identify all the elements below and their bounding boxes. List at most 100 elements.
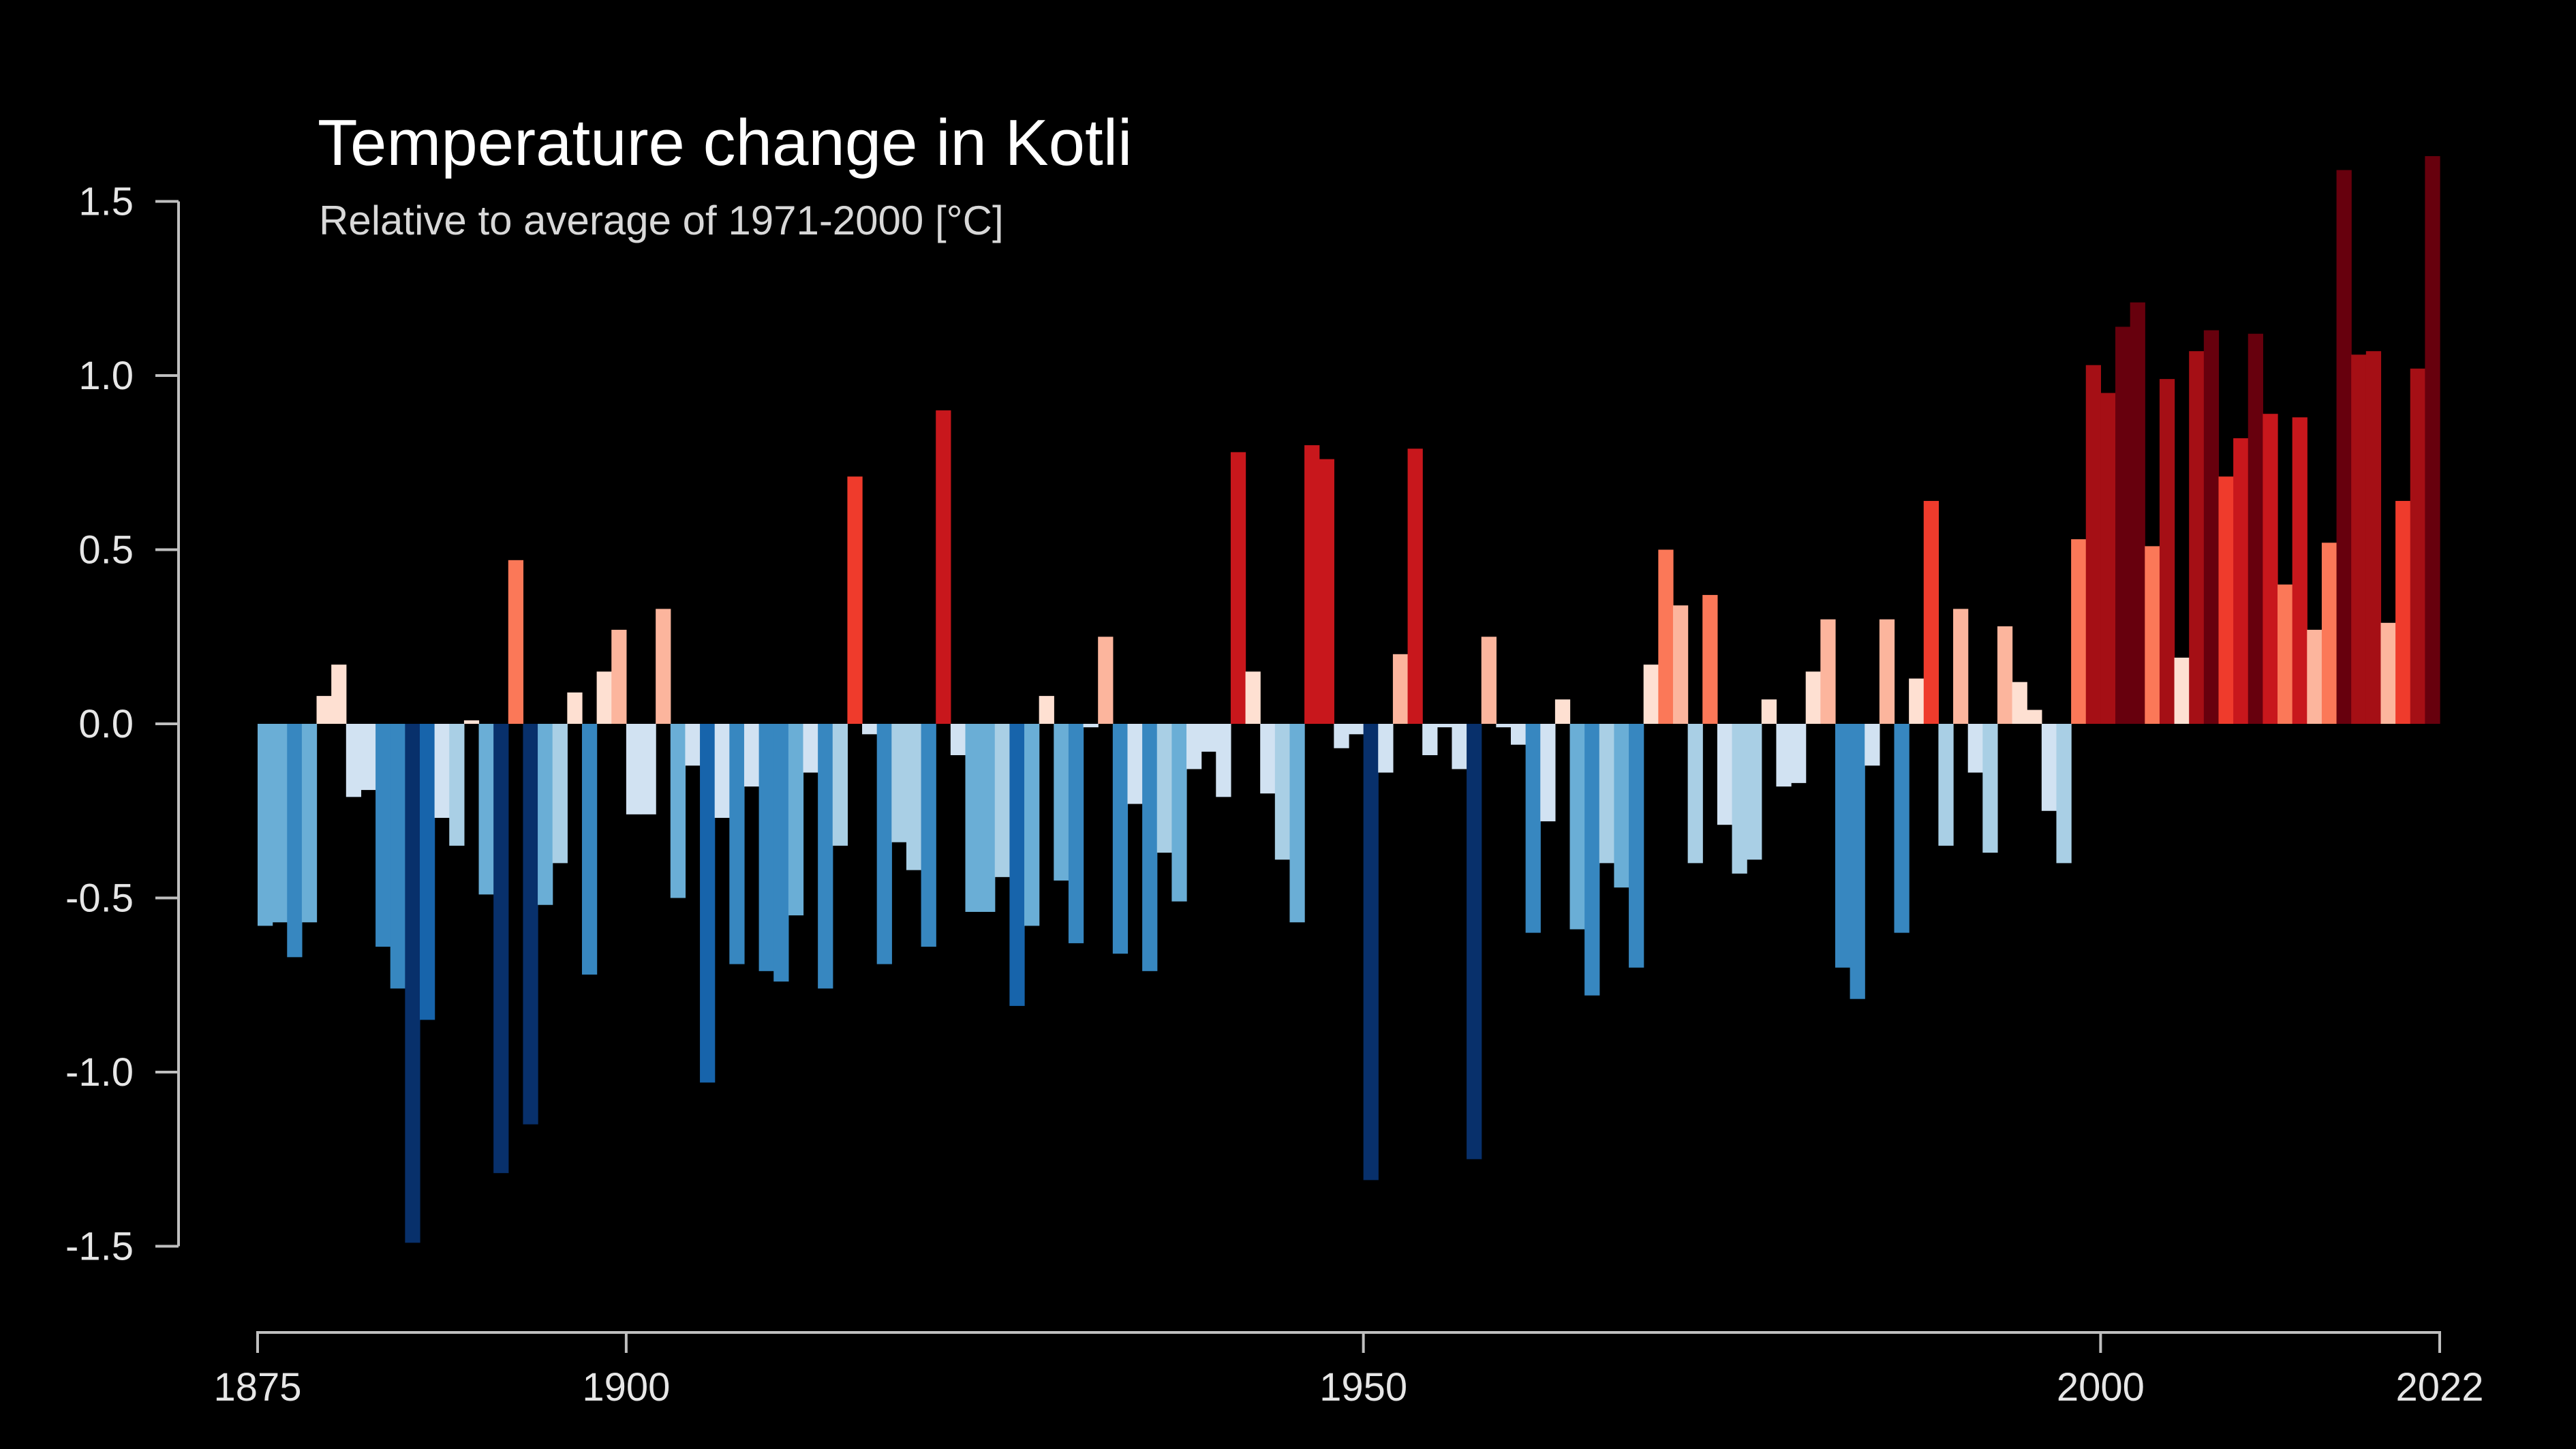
bar-1915 — [847, 476, 863, 724]
bar-1984 — [1865, 724, 1880, 766]
bar-2005 — [2174, 657, 2190, 724]
bar-1926 — [1009, 724, 1025, 1006]
bar-1890 — [478, 724, 494, 895]
bar-2020 — [2395, 500, 2411, 724]
bar-2015 — [2321, 543, 2337, 724]
bar-1982 — [1835, 724, 1851, 968]
bar-1999 — [2085, 365, 2101, 724]
bar-1893 — [523, 724, 538, 1125]
bar-2006 — [2189, 351, 2205, 724]
bar-1921 — [936, 410, 951, 724]
bar-1940 — [1216, 724, 1231, 797]
bar-2010 — [2248, 333, 2263, 724]
bar-1948 — [1334, 724, 1349, 748]
x-tick-label: 1875 — [213, 1365, 301, 1409]
bar-2000 — [2100, 393, 2116, 724]
bar-1886 — [419, 724, 435, 1020]
bar-1994 — [2012, 682, 2027, 724]
bar-2012 — [2278, 584, 2293, 724]
bar-1970 — [1658, 549, 1674, 724]
y-tick-label: -1.0 — [65, 1050, 134, 1095]
bar-1888 — [449, 724, 465, 846]
bar-1954 — [1422, 724, 1438, 755]
bar-1916 — [862, 724, 878, 735]
bar-2019 — [2380, 622, 2396, 724]
chart-title: Temperature change in Kotli — [318, 106, 1132, 179]
bar-1964 — [1569, 724, 1585, 930]
bar-1990 — [1953, 609, 1969, 724]
bar-2018 — [2365, 351, 2382, 724]
bar-1883 — [375, 724, 391, 947]
bar-2004 — [2159, 379, 2175, 724]
bar-1892 — [508, 560, 524, 724]
bar-1946 — [1304, 445, 1320, 724]
bar-1902 — [656, 609, 671, 724]
bar-1909 — [758, 724, 774, 971]
x-tick-label: 1950 — [1319, 1365, 1407, 1409]
bar-1959 — [1496, 724, 1512, 728]
bar-1973 — [1702, 594, 1718, 724]
bar-1987 — [1909, 678, 1925, 724]
x-tick-label: 1900 — [582, 1365, 670, 1409]
bar-1917 — [876, 724, 892, 964]
bar-2017 — [2351, 354, 2367, 724]
bar-1992 — [1982, 724, 1998, 853]
bar-1911 — [788, 724, 804, 916]
bar-1971 — [1672, 605, 1689, 724]
bar-1928 — [1039, 696, 1054, 724]
bar-1969 — [1643, 665, 1659, 724]
x-tick-label: 2000 — [2057, 1365, 2145, 1409]
bar-1901 — [641, 724, 656, 814]
bar-1919 — [906, 724, 922, 870]
bar-1896 — [567, 692, 583, 724]
bar-1878 — [301, 724, 318, 923]
y-tick-label: 0.0 — [78, 702, 134, 746]
bar-1983 — [1850, 724, 1865, 999]
y-tick-label: 1.0 — [78, 354, 134, 398]
bar-1906 — [714, 724, 730, 818]
bar-1903 — [670, 724, 686, 898]
bar-1942 — [1245, 671, 1261, 724]
bar-1931 — [1083, 724, 1099, 728]
bar-1937 — [1171, 724, 1187, 902]
bar-1904 — [685, 724, 701, 766]
bar-2001 — [2115, 326, 2131, 724]
bar-1898 — [596, 671, 612, 724]
bar-1958 — [1481, 637, 1497, 724]
bar-1924 — [980, 724, 996, 912]
bar-1988 — [1923, 500, 1939, 724]
bar-1997 — [2056, 724, 2072, 864]
bar-1879 — [316, 696, 332, 724]
bar-1962 — [1540, 724, 1556, 822]
bar-1884 — [390, 724, 405, 989]
bar-1882 — [361, 724, 376, 791]
bar-1922 — [950, 724, 966, 755]
bar-1944 — [1274, 724, 1291, 860]
bar-1900 — [626, 724, 642, 814]
bar-1929 — [1054, 724, 1069, 881]
bar-1979 — [1791, 724, 1807, 783]
bar-1894 — [538, 724, 553, 905]
bar-1950 — [1363, 724, 1379, 1180]
bar-1877 — [287, 724, 303, 958]
bar-1914 — [832, 724, 848, 846]
bar-1951 — [1378, 724, 1394, 773]
bar-1935 — [1142, 724, 1158, 971]
bar-1977 — [1761, 699, 1777, 724]
bar-1996 — [2041, 724, 2057, 811]
bar-1981 — [1820, 619, 1836, 724]
bar-1881 — [346, 724, 362, 797]
y-axis: 1.5 1.0 0.5 0.0 -0.5 -1.0 -1.5 — [65, 180, 180, 1269]
y-tick-label: 0.5 — [78, 528, 134, 573]
bar-1875 — [258, 724, 273, 926]
bar-1945 — [1289, 724, 1305, 923]
bar-1943 — [1260, 724, 1276, 794]
bar-1968 — [1629, 724, 1644, 968]
bar-1976 — [1747, 724, 1762, 860]
bar-2016 — [2336, 170, 2352, 724]
y-tick-label: -0.5 — [65, 876, 134, 921]
bar-1905 — [700, 724, 716, 1083]
bar-1936 — [1156, 724, 1172, 853]
bar-1912 — [803, 724, 818, 773]
bar-1885 — [405, 724, 420, 1243]
